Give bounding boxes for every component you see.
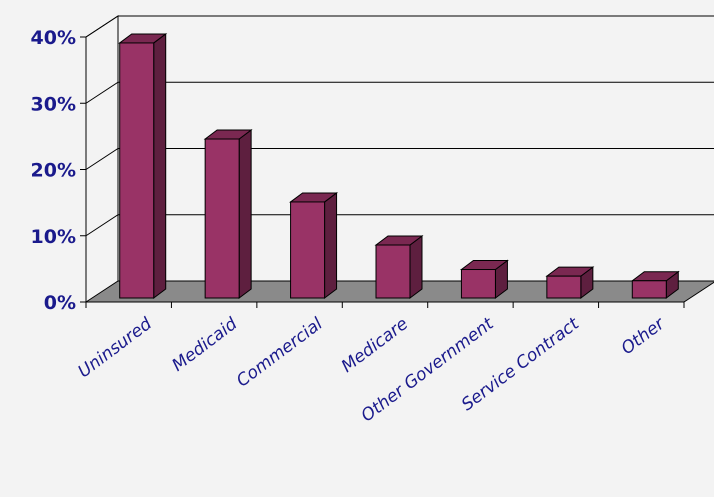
bar [459, 259, 509, 299]
y-tick-label: 0% [44, 292, 76, 314]
gridlines [85, 15, 714, 237]
axes [80, 15, 685, 308]
gridline [85, 15, 714, 38]
y-tick-label: 40% [31, 27, 76, 49]
bar-front [631, 280, 667, 299]
bar [630, 270, 680, 299]
bar-front [204, 138, 240, 299]
y-tick-label: 20% [31, 160, 76, 182]
bar-side [324, 191, 338, 299]
bar [374, 235, 424, 299]
x-tick-label: Commercial [233, 314, 327, 392]
y-tick-label: 10% [31, 226, 76, 248]
bar-front [290, 201, 326, 299]
y-tick-label: 30% [31, 93, 76, 115]
x-tick-label: Medicaid [168, 314, 241, 376]
gridline [85, 214, 714, 237]
bar [118, 32, 168, 299]
bar [203, 129, 253, 299]
bar-side [409, 235, 423, 299]
gridline [85, 81, 714, 104]
x-tick-label: Uninsured [75, 314, 156, 382]
bar-front [375, 244, 411, 299]
bars [118, 32, 680, 299]
x-tick-label: Medicare [338, 314, 412, 377]
bar-front [119, 42, 155, 299]
x-tick-label: Other [618, 313, 669, 359]
bar-front [546, 275, 582, 299]
y-axis-ticks: 0% 10% 20% 30% 40% [31, 27, 76, 314]
gridline [85, 148, 714, 170]
bar-side [153, 32, 167, 299]
bar [545, 266, 595, 299]
bar [289, 191, 339, 299]
bar-side [238, 129, 252, 299]
bar-front [460, 269, 496, 299]
